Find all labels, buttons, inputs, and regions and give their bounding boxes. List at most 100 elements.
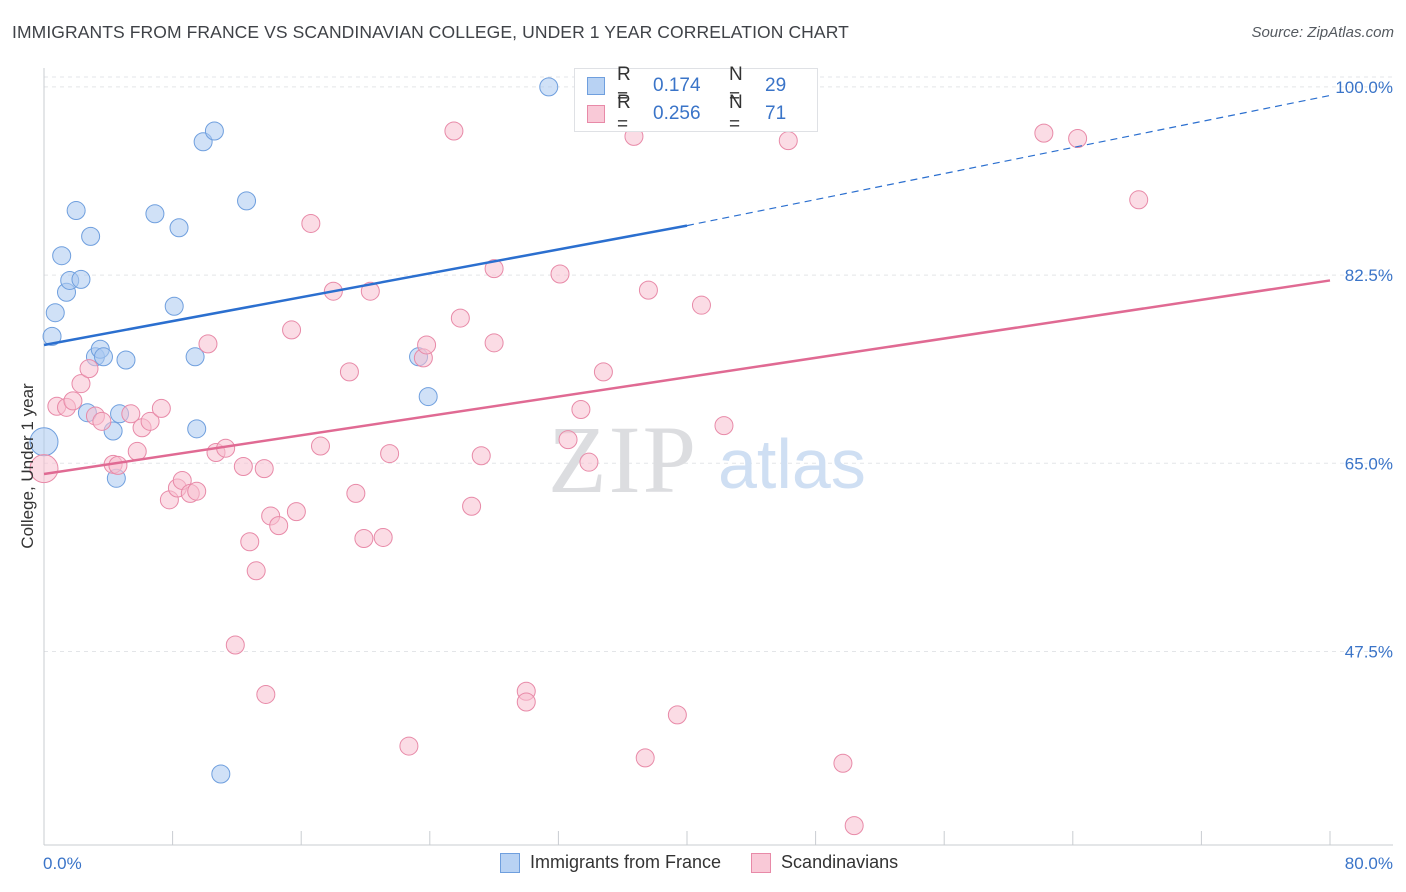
- legend-item-scandinavians[interactable]: Scandinavians: [751, 852, 898, 873]
- france-point: [145, 204, 165, 224]
- france-trend-line: [43, 224, 688, 347]
- legend-r-value: 0.256: [653, 103, 701, 124]
- stats-legend: R = 0.174 N = 29 R = 0.256 N = 71: [574, 64, 818, 135]
- france-point: [211, 764, 231, 784]
- france-point: [66, 201, 86, 221]
- scandinavian-point: [256, 684, 276, 704]
- scandinavian-point: [558, 430, 578, 450]
- scandinavian-point: [246, 561, 266, 581]
- scandinavian-point: [240, 532, 260, 552]
- scandinavian-point: [63, 391, 83, 411]
- y-axis-label: College, Under 1 year: [18, 383, 37, 549]
- scandinavian-point: [691, 295, 711, 315]
- scandinavian-point: [844, 816, 864, 836]
- france-point: [52, 246, 72, 266]
- scandinavian-point: [339, 362, 359, 382]
- scandinavian-point: [1068, 129, 1088, 148]
- y-tick-label: 47.5%: [1345, 642, 1393, 661]
- scandinavian-point: [269, 516, 289, 536]
- scandinavian-point: [187, 481, 207, 501]
- scandinavian-point: [1129, 190, 1149, 210]
- scandinavian-point: [71, 374, 91, 394]
- watermark-atlas: atlas: [718, 425, 866, 503]
- legend-swatch-france: [500, 852, 520, 873]
- france-point: [116, 350, 136, 370]
- scandinavian-point: [778, 131, 798, 151]
- scandinavian-point: [225, 635, 245, 655]
- scandinavian-point: [516, 692, 536, 712]
- scandinavian-point: [282, 320, 302, 340]
- scandinavian-point: [638, 280, 658, 300]
- legend-r-value: 0.174: [653, 75, 701, 96]
- scandinavian-point: [714, 416, 734, 436]
- legend-item-france[interactable]: Immigrants from France: [500, 852, 721, 873]
- legend-row-scandinavians: R = 0.256 N = 71: [587, 92, 787, 135]
- france-point: [187, 419, 207, 439]
- france-point: [418, 387, 438, 407]
- legend-swatch-scandinavians: [587, 105, 605, 123]
- source-label: Source: ZipAtlas.com: [1251, 24, 1394, 41]
- legend-r-label: R =: [617, 64, 631, 107]
- legend-swatch-france: [587, 77, 605, 95]
- scandinavian-point: [301, 213, 321, 233]
- legend-label-scandinavians: Scandinavians: [781, 852, 899, 872]
- scandinavian-point: [471, 446, 491, 466]
- scandinavian-point: [635, 748, 655, 768]
- scandinavian-point: [140, 411, 160, 431]
- scandinavian-point: [1034, 123, 1054, 143]
- scandinavian-point: [151, 398, 171, 418]
- france-trend-extension: [686, 94, 1331, 227]
- scandinavian-point: [198, 334, 218, 354]
- scandinavian-point: [373, 527, 393, 547]
- scandinavian-point: [667, 705, 687, 725]
- scandinavian-point: [462, 496, 482, 516]
- scandinavian-point: [450, 308, 470, 328]
- france-point: [45, 303, 65, 323]
- france-point: [164, 296, 184, 316]
- legend-n-label: N =: [729, 64, 743, 107]
- scandinavian-point: [310, 436, 330, 456]
- france-point: [185, 347, 205, 367]
- legend-n-value: 71: [765, 103, 787, 124]
- scandinavian-point: [579, 452, 599, 472]
- scandinavian-point: [593, 362, 613, 382]
- scandinavian-trend-line: [43, 279, 1331, 476]
- legend-row-france: R = 0.174 N = 29: [587, 64, 786, 107]
- scandinavian-point: [108, 455, 128, 475]
- legend-r-label: R =: [617, 92, 631, 135]
- y-tick-labels: 47.5% 65.0% 82.5% 100.0%: [1335, 78, 1393, 662]
- scandinavian-point: [444, 121, 464, 141]
- scandinavian-point: [484, 259, 504, 279]
- scandinavian-point: [380, 444, 400, 464]
- x-tick-label-min: 0.0%: [43, 854, 82, 873]
- france-point: [539, 77, 559, 97]
- scandinavian-point: [233, 456, 253, 476]
- scandinavian-point: [354, 529, 374, 549]
- france-point: [81, 226, 101, 246]
- y-tick-label: 65.0%: [1345, 454, 1393, 473]
- scandinavian-point: [121, 404, 141, 424]
- scandinavian-point: [127, 441, 147, 461]
- france-point: [71, 269, 91, 289]
- trend-lines: [43, 94, 1331, 476]
- y-tick-label: 100.0%: [1335, 78, 1393, 97]
- france-point: [93, 347, 113, 367]
- legend-n-label: N =: [729, 92, 743, 135]
- scandinavian-point: [571, 399, 591, 419]
- legend-swatch-scandinavians: [751, 852, 772, 873]
- x-tick-label-max: 80.0%: [1345, 854, 1393, 873]
- scandinavian-point: [550, 264, 570, 284]
- scandinavian-point: [399, 736, 419, 756]
- scandinavian-point: [346, 483, 366, 503]
- france-point: [237, 191, 257, 211]
- france-point: [42, 326, 62, 346]
- scandinavian-point: [29, 454, 59, 484]
- france-point: [169, 218, 189, 238]
- scandinavian-point: [417, 335, 437, 355]
- watermark-zip: ZIP: [548, 406, 698, 513]
- scandinavian-point: [484, 333, 504, 353]
- france-point: [204, 121, 224, 141]
- legend-label-france: Immigrants from France: [530, 852, 722, 872]
- grid-lines: [44, 76, 1393, 652]
